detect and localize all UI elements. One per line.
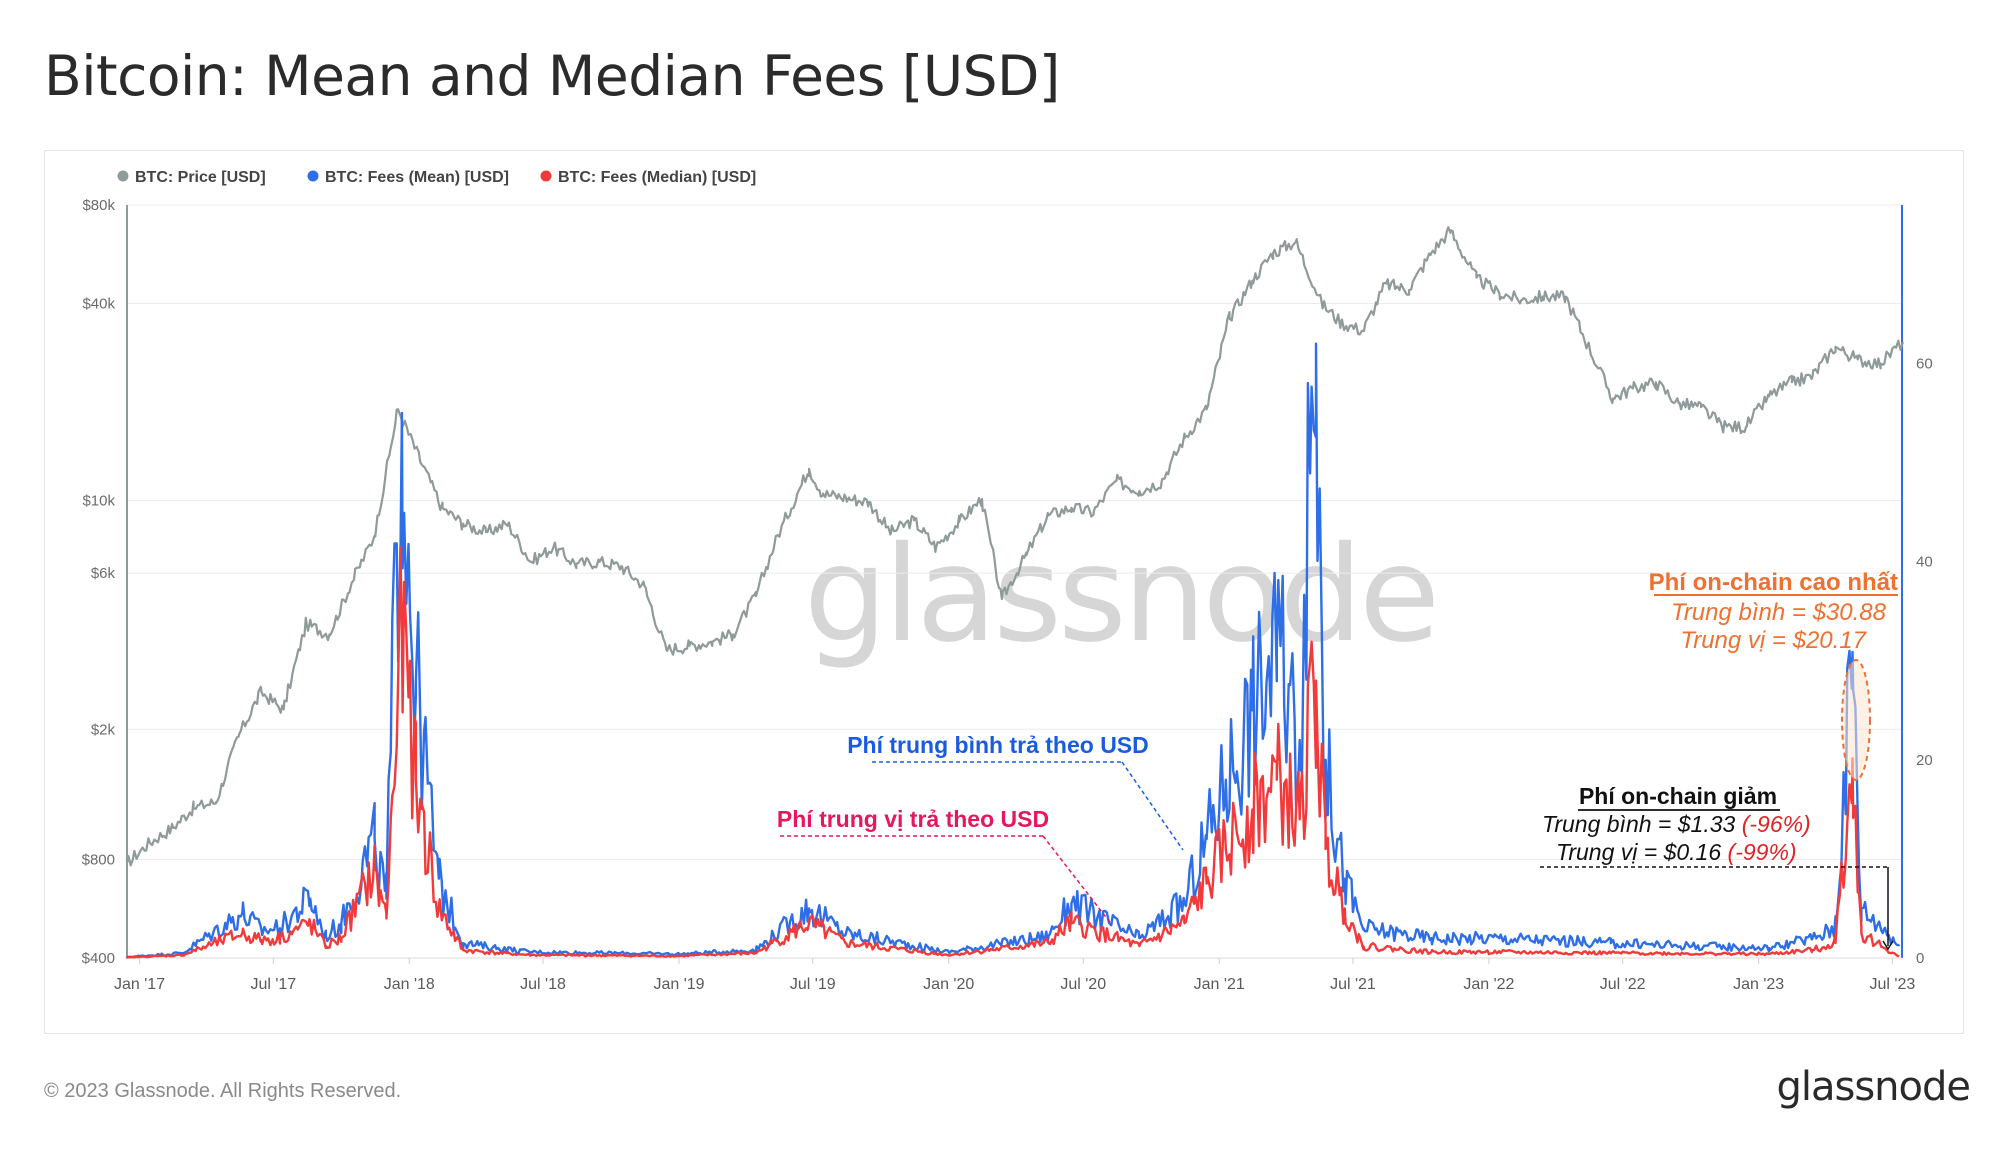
y-right-tick-label: 0 <box>1916 950 1924 967</box>
peak-annotation: Phí on-chain cao nhất Trung bình = $30.8… <box>1649 569 1898 781</box>
price-series-line <box>125 226 1904 867</box>
median-fee-label: Phí trung vị trả theo USD <box>777 806 1049 832</box>
drop-mean-line: Trung bình = $1.33 (-96%) <box>1542 811 1811 837</box>
x-tick-label: Jul '17 <box>250 976 296 993</box>
peak-title: Phí on-chain cao nhất <box>1649 569 1898 596</box>
y-left-tick-label: $400 <box>82 950 115 967</box>
drop-median-line: Trung vị = $0.16 (-99%) <box>1556 839 1797 865</box>
axes: $80k $40k $10k $6k $2k $800 $400 60 40 20 0 Jan '17… <box>82 197 1933 993</box>
y-left-tick-label: $800 <box>82 851 115 868</box>
glassnode-logo[interactable]: glassnode <box>1776 1064 1971 1110</box>
y-left-tick-label: $6k <box>91 565 116 582</box>
legend-item-label[interactable]: BTC: Fees (Mean) [USD] <box>325 169 509 186</box>
median-label-leader <box>1042 835 1113 926</box>
x-tick-label: Jan '21 <box>1194 976 1245 993</box>
mean-label-leader <box>1121 761 1184 851</box>
x-tick-label: Jan '17 <box>114 976 165 993</box>
drop-title: Phí on-chain giảm <box>1579 783 1777 809</box>
x-tick-label: Jul '23 <box>1870 976 1916 993</box>
y-right-tick-label: 60 <box>1916 356 1933 373</box>
legend-marker <box>307 170 319 182</box>
x-tick-label: Jan '19 <box>653 976 704 993</box>
y-right-tick-label: 20 <box>1916 752 1933 769</box>
x-tick-label: Jul '20 <box>1060 976 1106 993</box>
x-tick-label: Jul '19 <box>790 976 836 993</box>
x-tick-label: Jul '18 <box>520 976 566 993</box>
y-left-tick-label: $2k <box>91 721 116 738</box>
legend-marker <box>117 170 129 182</box>
series-lines <box>125 226 1904 959</box>
legend-item-label[interactable]: BTC: Price [USD] <box>135 169 266 186</box>
x-tick-label: Jan '22 <box>1463 976 1514 993</box>
mean-fee-label: Phí trung bình trả theo USD <box>847 732 1149 758</box>
peak-mean-text: Trung bình = $30.88 <box>1671 599 1887 626</box>
median-fee-series-line <box>125 545 1900 959</box>
x-tick-label: Jul '21 <box>1330 976 1376 993</box>
y-right-tick-label: 40 <box>1916 554 1933 571</box>
drop-arrow-icon <box>1882 940 1894 951</box>
legend-marker <box>540 170 552 182</box>
peak-highlight-ellipse <box>1841 659 1871 781</box>
drop-median-text: Trung vị = $0.16 <box>1556 839 1728 865</box>
x-tick-label: Jan '20 <box>923 976 974 993</box>
peak-median-text: Trung vị = $20.17 <box>1680 627 1867 654</box>
x-tick-label: Jul '22 <box>1600 976 1646 993</box>
y-left-tick-label: $80k <box>82 197 115 214</box>
y-left-tick-label: $10k <box>82 493 115 510</box>
copyright-text: © 2023 Glassnode. All Rights Reserved. <box>44 1080 402 1102</box>
legend-item-label[interactable]: BTC: Fees (Median) [USD] <box>558 169 756 186</box>
median-annotation: Phí trung vị trả theo USD <box>777 806 1113 926</box>
drop-annotation: Phí on-chain giảm Trung bình = $1.33 (-9… <box>1540 783 1894 951</box>
x-tick-label: Jan '23 <box>1733 976 1784 993</box>
mean-annotation: Phí trung bình trả theo USD <box>847 732 1184 851</box>
legend: BTC: Price [USD] BTC: Fees (Mean) [USD] BT… <box>117 169 756 186</box>
page-title: Bitcoin: Mean and Median Fees [USD] <box>44 44 1060 108</box>
drop-mean-text: Trung bình = $1.33 <box>1542 811 1742 837</box>
x-tick-label: Jan '18 <box>384 976 435 993</box>
watermark: glassnode <box>804 518 1440 672</box>
drop-median-pct: (-99%) <box>1728 839 1797 865</box>
watermark-text: glassnode <box>804 518 1436 672</box>
y-left-tick-label: $40k <box>82 296 115 313</box>
drop-mean-pct: (-96%) <box>1742 811 1811 837</box>
chart-panel <box>44 150 1964 1034</box>
